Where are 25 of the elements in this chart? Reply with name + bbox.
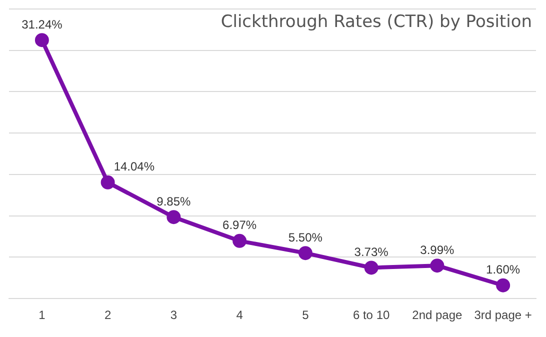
x-tick-label: 3rd page +: [474, 308, 532, 322]
point: [298, 246, 312, 260]
x-tick-label: 2nd page: [412, 308, 463, 322]
x-tick-label: 1: [38, 308, 46, 322]
x-tick-label: 6 to 10: [352, 308, 390, 322]
data-label: 3.99%: [420, 242, 455, 257]
point: [430, 258, 444, 273]
point: [364, 260, 378, 275]
point: [100, 175, 115, 190]
x-tick-label: 5: [302, 308, 310, 322]
data-label: 31.24%: [22, 17, 63, 32]
point: [166, 210, 181, 224]
data-label: 5.50%: [288, 230, 323, 244]
point: [232, 234, 247, 248]
x-tick-label: 2: [104, 308, 112, 322]
data-label: 3.73%: [354, 245, 389, 260]
data-label: 14.04%: [114, 160, 155, 174]
point: [496, 278, 510, 292]
x-tick-label: 4: [236, 308, 244, 322]
data-label: 1.60%: [486, 262, 520, 277]
chart-title: Clickthrough Rates (CTR) by Position: [220, 12, 532, 32]
x-tick-label: 3: [170, 308, 178, 322]
point: [34, 33, 49, 48]
data-label: 6.97%: [222, 218, 257, 232]
data-label: 9.85%: [156, 194, 192, 208]
